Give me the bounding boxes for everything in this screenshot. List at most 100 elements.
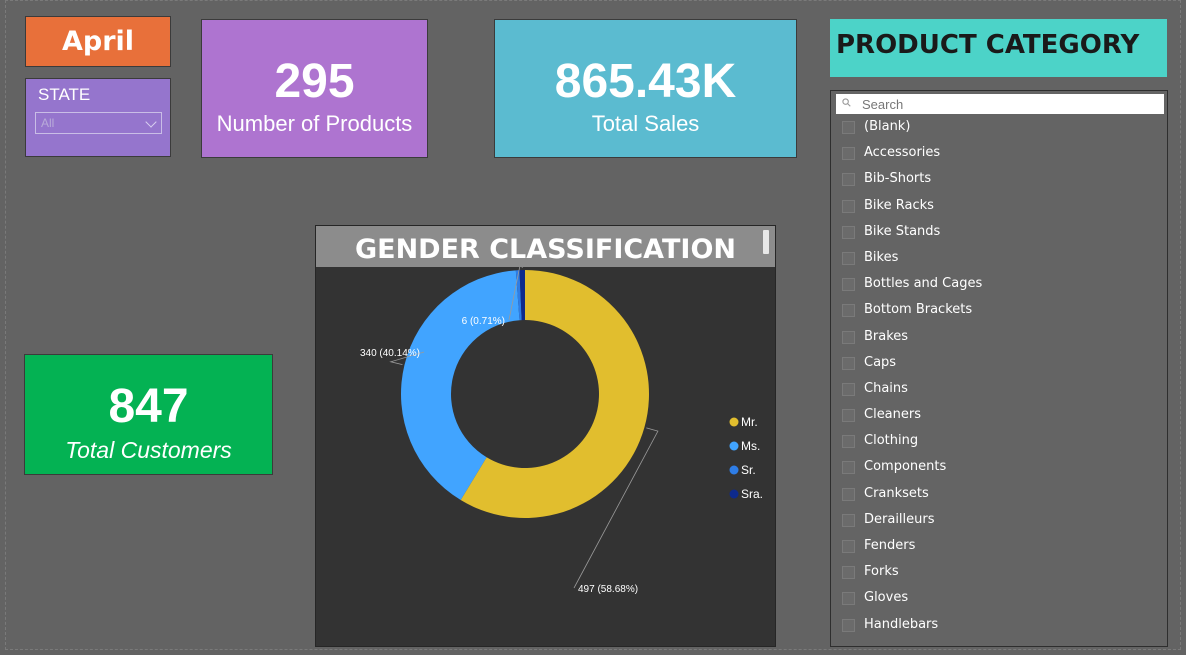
month-card[interactable]: April [25,16,171,67]
category-item-label: Bike Stands [864,223,941,239]
category-item-label: Forks [864,564,899,580]
category-item[interactable]: Bottom Brackets [831,299,1167,325]
category-list: (Blank) Accessories Bib-Shorts Bike Racks Bi… [831,116,1167,640]
category-item[interactable]: Clothing [831,430,1167,456]
category-item-label: Handlebars [864,616,939,632]
legend-marker [729,465,739,475]
category-item[interactable]: Caps [831,352,1167,378]
category-item[interactable]: Bib-Shorts [831,168,1167,194]
category-item[interactable]: Bike Stands [831,221,1167,247]
category-item-label: Bike Racks [864,197,934,213]
checkbox[interactable] [842,356,855,370]
checkbox[interactable] [842,199,855,213]
gender-chart-panel: GENDER CLASSIFICATION 497 (58.68%) 340 (4… [315,225,776,647]
checkbox[interactable] [842,592,855,606]
chevron-down-icon[interactable] [145,116,157,128]
category-item[interactable]: (Blank) [831,116,1167,142]
category-item-label: Components [864,459,947,475]
leader-line [389,351,425,365]
category-item-label: Cranksets [864,485,929,501]
checkbox[interactable] [842,251,855,265]
category-item[interactable]: Bottles and Cages [831,273,1167,299]
category-item[interactable]: Cranksets [831,483,1167,509]
category-item-label: (Blank) [864,119,911,134]
category-item[interactable]: Components [831,456,1167,482]
checkbox[interactable] [842,513,855,527]
checkbox[interactable] [842,330,855,344]
donut-slice-sr[interactable] [515,270,522,321]
checkbox[interactable] [842,278,855,292]
customers-value: 847 [108,380,189,433]
products-value: 295 [274,55,355,108]
donut-slice-mr[interactable] [460,270,649,518]
category-item-label: Bottles and Cages [864,276,983,292]
category-item-label: Cleaners [864,407,922,423]
search-placeholder: Search [862,97,904,112]
product-category-slicer: Search (Blank) Accessories Bib-Shorts Bike … [830,90,1168,647]
checkbox[interactable] [842,409,855,423]
legend-item-label[interactable]: Ms. [741,439,760,453]
category-search-input[interactable]: Search [836,94,1164,114]
state-label: STATE [38,85,91,104]
products-card: 295 Number of Products [201,19,428,158]
legend-item-label[interactable]: Sra. [741,487,763,501]
checkbox[interactable] [842,304,855,318]
gender-donut-chart: 497 (58.68%) 340 (40.14%) 6 (0.71%) Mr. Ms. S… [360,267,763,595]
category-item-label: Clothing [864,433,919,449]
month-label: April [61,26,135,57]
sales-value: 865.43K [554,55,737,108]
gender-chart-title: GENDER CLASSIFICATION [316,226,775,267]
category-item[interactable]: Derailleurs [831,509,1167,535]
customers-caption: Total Customers [65,437,232,463]
checkbox[interactable] [842,147,855,161]
leader-line [508,267,523,321]
scrollbar-thumb[interactable] [763,230,769,254]
checkbox[interactable] [842,225,855,239]
donut-slice-ms[interactable] [401,270,520,501]
state-dropdown[interactable]: All [35,112,162,134]
checkbox[interactable] [842,382,855,396]
category-item-label: Fenders [864,538,916,553]
checkbox[interactable] [842,566,855,580]
data-label: 497 (58.68%) [578,584,638,595]
data-label: 340 (40.14%) [360,348,420,359]
state-selected-value: All [41,116,55,130]
product-category-title: PRODUCT CATEGORY [830,19,1167,77]
category-item[interactable]: Bike Racks [831,195,1167,221]
checkbox[interactable] [842,618,855,632]
legend-marker [729,441,739,451]
donut-slice-sra[interactable] [519,270,525,321]
legend-marker [729,417,739,427]
customers-card: 847 Total Customers [24,354,273,475]
legend-marker [729,489,739,499]
category-item-label: Bikes [864,249,899,265]
category-item[interactable]: Bikes [831,247,1167,273]
checkbox[interactable] [842,173,855,187]
product-category-title-text: PRODUCT CATEGORY [836,30,1140,60]
data-label: 6 (0.71%) [462,316,505,327]
checkbox[interactable] [842,435,855,449]
category-item[interactable]: Brakes [831,326,1167,352]
state-slicer: STATE All [25,78,171,157]
checkbox[interactable] [842,540,855,553]
category-item-label: Gloves [864,590,909,606]
legend-item-label[interactable]: Mr. [741,415,758,429]
category-item[interactable]: Cleaners [831,404,1167,430]
checkbox[interactable] [842,487,855,501]
category-item-label: Bottom Brackets [864,302,973,318]
sales-card: 865.43K Total Sales [494,19,797,158]
category-item[interactable]: Accessories [831,142,1167,168]
category-item[interactable]: Forks [831,561,1167,587]
search-icon [842,98,851,107]
category-item[interactable]: Chains [831,378,1167,404]
category-item[interactable]: Handlebars [831,614,1167,640]
legend-item-label[interactable]: Sr. [741,463,756,477]
checkbox[interactable] [842,461,855,475]
checkbox[interactable] [842,121,855,134]
category-item[interactable]: Gloves [831,587,1167,613]
category-item[interactable]: Fenders [831,535,1167,561]
category-item-label: Accessories [864,145,941,161]
category-item-label: Derailleurs [864,511,935,527]
category-item-label: Brakes [864,328,909,344]
category-item-label: Chains [864,380,908,396]
